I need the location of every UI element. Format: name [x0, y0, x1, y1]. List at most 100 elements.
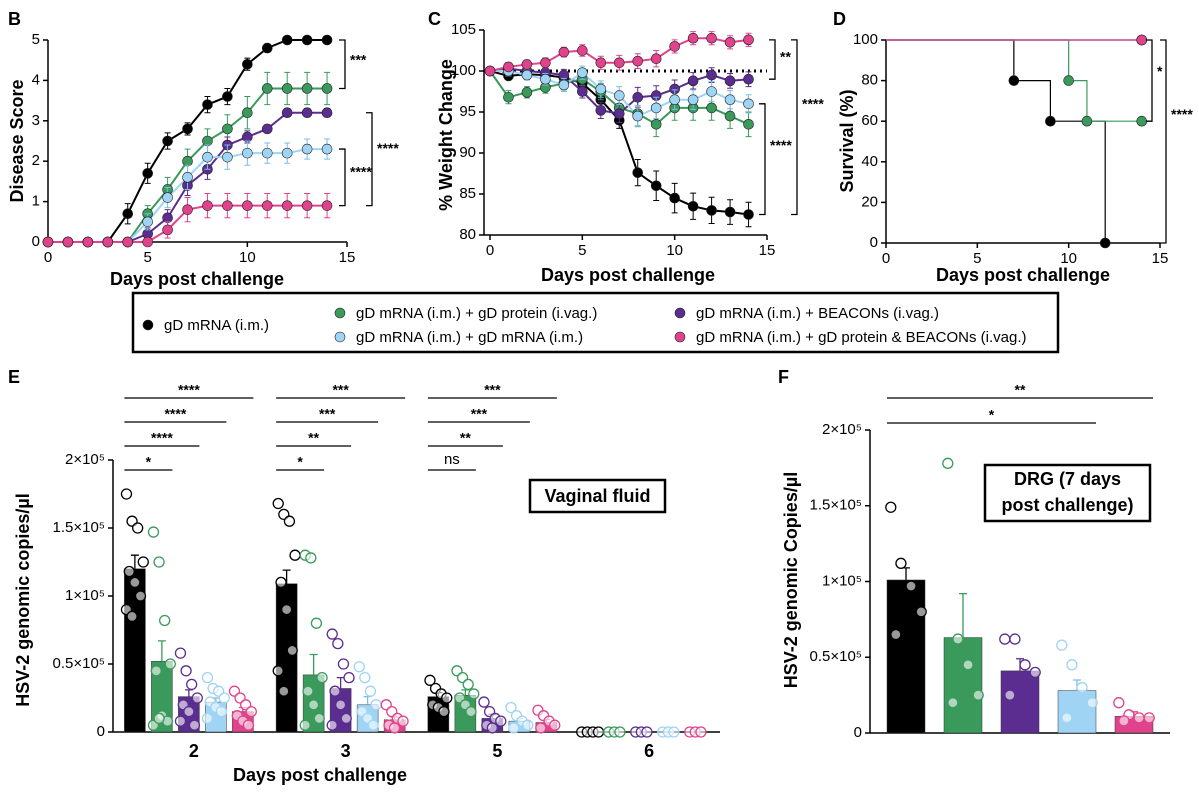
data-point — [650, 180, 662, 192]
error-bar — [363, 695, 372, 705]
individual-point — [465, 705, 477, 718]
data-point — [595, 105, 607, 116]
data-point — [242, 131, 253, 143]
significance-label: *** — [350, 52, 367, 68]
x-tick-label: 5 — [143, 249, 151, 266]
significance-label: *** — [471, 406, 488, 422]
data-point — [281, 34, 293, 46]
data-point — [743, 73, 754, 85]
individual-point — [885, 501, 897, 513]
data-point — [632, 167, 644, 178]
data-point — [724, 75, 736, 87]
legend-label: gD mRNA (i.m.) + gD protein & BEACONs (i… — [696, 329, 1027, 346]
individual-point — [508, 722, 520, 734]
individual-point — [278, 685, 290, 697]
data-point — [687, 201, 699, 212]
data-point — [669, 192, 680, 204]
data-point — [142, 236, 153, 248]
y-tick-label: 0 — [97, 723, 105, 740]
x-tick-label: 0 — [486, 242, 494, 259]
individual-point — [668, 726, 680, 738]
individual-point — [337, 658, 350, 670]
individual-point — [201, 712, 214, 725]
legend-box — [131, 291, 1060, 354]
individual-point — [438, 705, 450, 718]
data-point — [242, 107, 253, 119]
significance-label: **** — [377, 140, 399, 156]
individual-point — [186, 678, 198, 691]
significance-label: * — [989, 407, 995, 423]
data-point — [613, 90, 625, 101]
individual-point — [150, 665, 162, 677]
data-point — [281, 147, 293, 159]
y-tick-label: 2×10⁵ — [65, 451, 105, 468]
individual-point — [1086, 697, 1098, 709]
data-point — [222, 123, 233, 135]
data-point — [281, 83, 293, 94]
data-point — [242, 200, 253, 211]
individual-point — [305, 552, 317, 564]
data-point — [242, 58, 253, 70]
individual-point — [1118, 715, 1130, 727]
y-tick-label: 3 — [32, 112, 40, 129]
significance-label: * — [297, 454, 303, 470]
significance-label: **** — [770, 137, 792, 153]
individual-point — [272, 497, 284, 510]
data-point — [521, 87, 533, 98]
y-tick-label: 95 — [459, 103, 476, 120]
legend-label: gD mRNA (i.m.) + gD mRNA (i.m.) — [356, 329, 583, 346]
annotation: DRG (7 days — [1014, 469, 1121, 489]
y-tick-label: 0.5×10⁵ — [809, 648, 862, 665]
bar — [1000, 670, 1040, 734]
significance-label: **** — [1171, 106, 1193, 122]
data-point — [484, 65, 496, 77]
individual-point — [370, 699, 382, 711]
annotation-box — [983, 463, 1152, 523]
data-point — [182, 155, 193, 167]
data-point — [724, 110, 736, 122]
individual-point — [641, 726, 653, 738]
y-tick-label: 1×10⁵ — [65, 587, 105, 604]
individual-point — [183, 705, 195, 718]
individual-point — [397, 715, 409, 727]
individual-point — [245, 705, 257, 718]
data-point — [242, 147, 253, 159]
individual-point — [159, 614, 171, 627]
x-axis-label: Days post challenge — [110, 269, 284, 289]
y-tick-label: 2×10⁵ — [822, 421, 862, 438]
significance-label: ** — [780, 48, 791, 64]
individual-point — [174, 647, 187, 659]
individual-point — [1009, 633, 1021, 645]
individual-point — [164, 658, 176, 670]
y-tick-label: 20 — [861, 193, 878, 210]
data-point — [706, 102, 717, 114]
individual-point — [1061, 712, 1073, 724]
individual-point — [614, 726, 626, 738]
data-point — [577, 67, 588, 78]
data-point — [687, 32, 699, 44]
y-axis-label: Disease Score — [7, 79, 27, 202]
data-point — [743, 98, 754, 110]
x-axis-label: Days post challenge — [233, 765, 407, 785]
data-point — [301, 143, 313, 155]
data-point — [613, 108, 625, 119]
individual-point — [388, 722, 401, 734]
individual-point — [299, 719, 311, 731]
significance-label: * — [1157, 63, 1163, 79]
individual-point — [353, 661, 365, 673]
individual-point — [1056, 639, 1068, 651]
individual-point — [120, 488, 133, 500]
data-point — [743, 34, 754, 46]
data-point — [1008, 75, 1020, 86]
data-point — [650, 119, 662, 130]
data-point — [613, 57, 625, 69]
data-point — [706, 86, 717, 97]
significance-bracket — [769, 39, 776, 80]
x-tick-label: 5 — [578, 242, 586, 259]
data-point — [632, 55, 644, 67]
legend-marker — [334, 331, 346, 343]
significance-bracket — [366, 112, 373, 207]
panel-letter: E — [8, 367, 20, 387]
individual-point — [367, 719, 379, 731]
individual-point — [962, 659, 974, 671]
